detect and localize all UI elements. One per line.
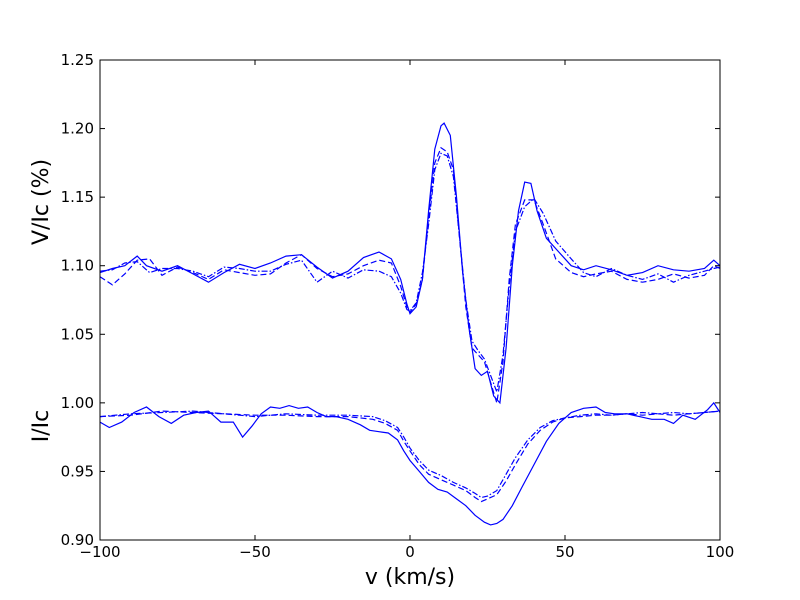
y-tick-label: 1.25	[61, 51, 94, 69]
y-tick-label: 1.00	[61, 394, 94, 412]
y-tick-label: 0.95	[61, 462, 94, 480]
series-line-v-dashdot	[99, 152, 721, 395]
y-tick-label: 1.15	[61, 188, 94, 206]
y-tick-label: 0.90	[61, 531, 94, 549]
y-tick-label: 1.20	[61, 120, 94, 138]
y-tick-label: 1.10	[61, 257, 94, 275]
x-axis-label: v (km/s)	[365, 565, 455, 590]
series-layer	[99, 122, 721, 526]
x-tick-label: 50	[555, 543, 574, 561]
y-tick-label: 1.05	[61, 325, 94, 343]
x-tick-label: 0	[405, 543, 415, 561]
y-axis-label-lower: I/Ic	[29, 410, 54, 442]
series-line-v-dashed	[99, 146, 721, 404]
series-line-i-dashdot	[99, 410, 721, 499]
ticks-layer: −100 −50 0 50 100 0.90 0.95 1.00 1.05 1.10 1.15 1.2…	[61, 51, 735, 561]
x-tick-label: −50	[239, 543, 271, 561]
x-tick-label: 100	[706, 543, 735, 561]
x-tick-label: −100	[79, 543, 120, 561]
series-line-v-solid	[99, 122, 721, 405]
y-axis-label-upper: V/Ic (%)	[29, 159, 54, 245]
series-line-i-solid	[99, 401, 721, 526]
